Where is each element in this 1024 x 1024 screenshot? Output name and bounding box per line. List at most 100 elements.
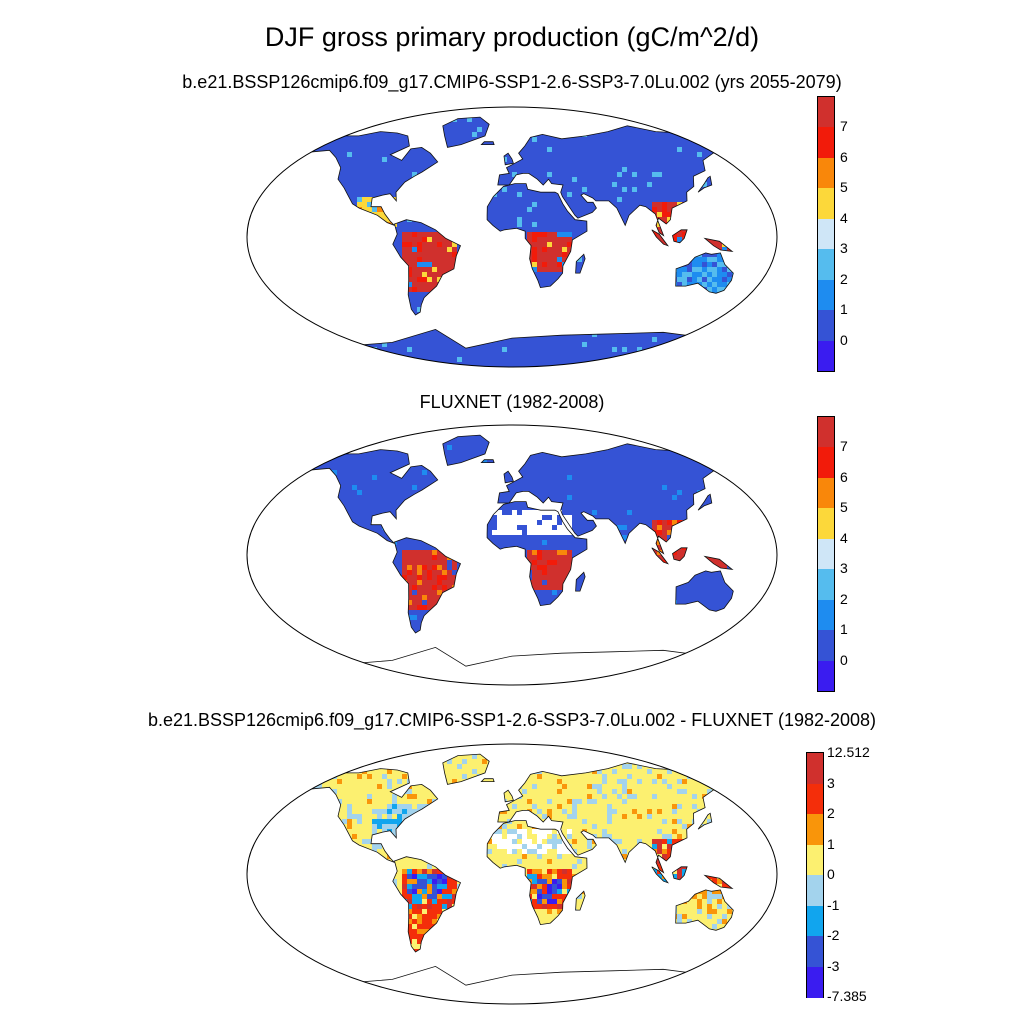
- grid-cell: [397, 322, 403, 328]
- grid-cell: [293, 292, 298, 298]
- grid-cell: [402, 162, 408, 168]
- grid-cell: [712, 302, 718, 308]
- grid-cell: [337, 232, 343, 238]
- grid-cell: [672, 212, 678, 218]
- grid-cell: [412, 292, 418, 298]
- grid-cell: [332, 162, 338, 168]
- grid-cell: [257, 187, 262, 192]
- grid-cell: [422, 317, 428, 323]
- grid-cell: [442, 117, 448, 123]
- grid-cell: [692, 127, 698, 133]
- grid-cell: [332, 267, 338, 273]
- grid-cell: [757, 117, 763, 118]
- grid-cell: [377, 207, 383, 213]
- grid-cell: [427, 182, 433, 188]
- grid-cell: [277, 107, 282, 112]
- grid-cell: [482, 132, 488, 138]
- grid-cell: [317, 317, 323, 323]
- grid-cell: [757, 172, 763, 178]
- grid-cell: [712, 242, 718, 248]
- grid-cell: [402, 187, 408, 193]
- grid-cell: [577, 267, 583, 273]
- grid-cell: [757, 252, 763, 258]
- grid-cell: [397, 302, 403, 308]
- grid-cell: [737, 232, 743, 238]
- grid-cell: [582, 207, 588, 213]
- grid-cell: [687, 307, 693, 313]
- grid-cell: [517, 262, 523, 268]
- grid-cell: [302, 247, 308, 253]
- grid-cell: [532, 217, 538, 223]
- grid-cell: [607, 232, 613, 238]
- grid-cell: [367, 337, 373, 343]
- grid-cell: [282, 327, 287, 332]
- grid-cell: [542, 252, 548, 258]
- grid-cell: [552, 322, 558, 328]
- grid-cell: [472, 192, 478, 198]
- grid-cell: [492, 257, 498, 263]
- grid-cell: [752, 162, 758, 168]
- grid-cell: [687, 212, 693, 218]
- grid-cell: [357, 302, 363, 308]
- grid-cell: [717, 242, 723, 248]
- grid-cell: [452, 247, 458, 253]
- grid-cell: [652, 137, 658, 143]
- grid-cell: [637, 282, 643, 288]
- grid-cell: [632, 172, 638, 178]
- grid-cell: [752, 277, 758, 283]
- grid-cell: [697, 307, 703, 313]
- grid-cell: [672, 177, 678, 183]
- grid-cell: [377, 222, 383, 228]
- grid-cell: [422, 302, 428, 308]
- grid-cell: [557, 147, 563, 153]
- grid-cell: [547, 337, 553, 343]
- grid-cell: [322, 132, 328, 138]
- grid-cell: [637, 242, 643, 248]
- grid-cell: [437, 117, 443, 123]
- grid-cell: [362, 142, 368, 148]
- grid-cell: [542, 337, 548, 343]
- grid-cell: [687, 192, 693, 198]
- grid-cell: [502, 117, 508, 118]
- grid-cell: [587, 157, 593, 163]
- grid-cell: [737, 247, 743, 253]
- grid-cell: [257, 112, 262, 117]
- grid-cell: [762, 327, 763, 333]
- grid-cell: [762, 217, 763, 223]
- grid-cell: [387, 282, 393, 288]
- grid-cell: [677, 197, 683, 203]
- grid-cell: [317, 177, 323, 183]
- grid-cell: [767, 332, 772, 337]
- grid-cell: [642, 187, 648, 193]
- grid-cell: [677, 172, 683, 178]
- grid-cell: [517, 182, 523, 188]
- grid-cell: [397, 122, 403, 128]
- grid-cell: [367, 307, 373, 313]
- grid-cell: [632, 217, 638, 223]
- grid-cell: [707, 202, 713, 208]
- grid-cell: [602, 287, 608, 293]
- grid-cell: [682, 267, 688, 273]
- grid-cell: [617, 237, 623, 243]
- grid-cell: [597, 262, 603, 268]
- grid-cell: [367, 277, 373, 283]
- grid-cell: [412, 202, 418, 208]
- grid-cell: [542, 287, 548, 293]
- grid-cell: [477, 227, 483, 233]
- grid-cell: [682, 217, 688, 223]
- grid-cell: [742, 137, 748, 143]
- grid-cell: [402, 142, 408, 148]
- grid-cell: [642, 197, 648, 203]
- grid-cell: [537, 327, 543, 333]
- grid-cell: [397, 232, 403, 238]
- grid-cell: [657, 317, 663, 323]
- grid-cell: [722, 122, 728, 128]
- grid-cell: [492, 252, 498, 258]
- grid-cell: [757, 247, 763, 253]
- grid-cell: [272, 322, 277, 327]
- grid-cell: [432, 262, 438, 268]
- grid-cell: [547, 167, 553, 173]
- grid-cell: [247, 147, 252, 152]
- grid-cell: [507, 302, 513, 308]
- grid-cell: [262, 127, 267, 132]
